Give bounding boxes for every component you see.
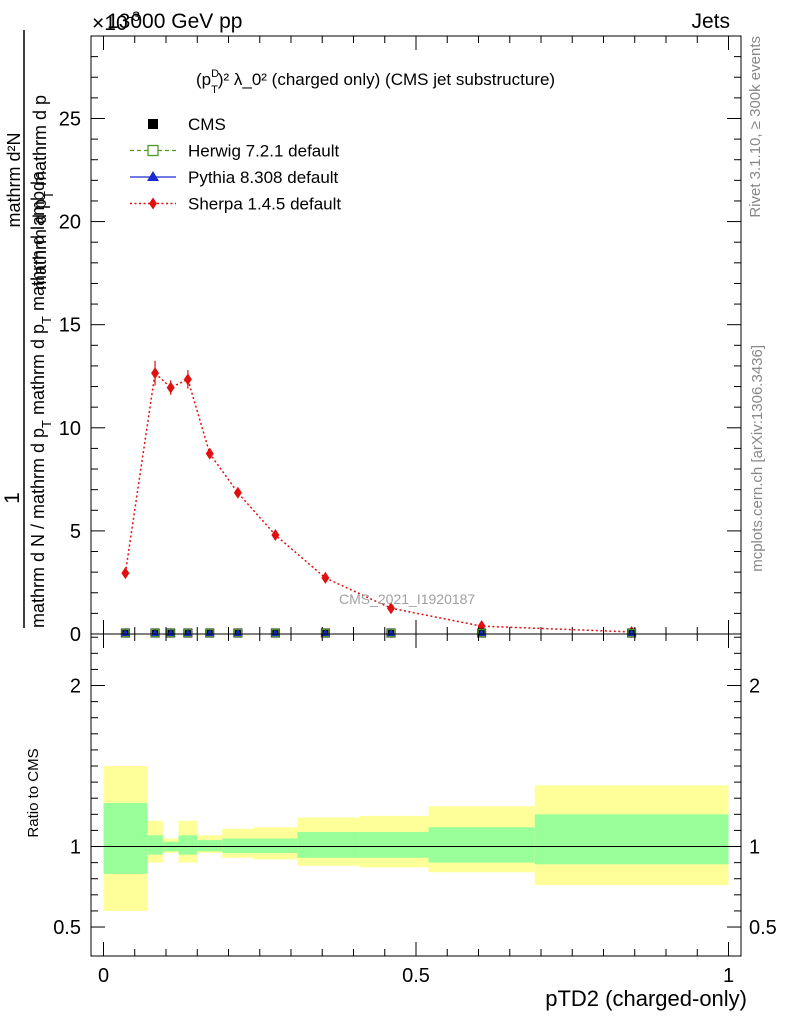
ratio-inner-band	[253, 838, 298, 853]
top-ytick-label: 15	[59, 315, 81, 337]
ratio-ytick-label-right: 2	[749, 676, 760, 698]
ylabel-denominator: mathrm d N / mathrm d pT mathrm d pT mat…	[28, 170, 54, 628]
ratio-ytick-label-right: 1	[749, 837, 760, 859]
top-ytick-label: 20	[59, 212, 81, 234]
top-panel: 0 5 10 15 20 25	[59, 35, 742, 646]
title-rest: )² λ_0² (charged only) (CMS jet substruc…	[218, 70, 555, 89]
ratio-ytick-label: 2	[70, 676, 81, 698]
sherpa-point	[321, 571, 330, 584]
legend-entry-label: Sherpa 1.4.5 default	[188, 195, 341, 214]
rivet-label: Rivet 3.1.10, ≥ 300k events	[747, 36, 764, 218]
sherpa-point	[205, 447, 214, 460]
legend: CMS Herwig 7.2.1 default Pythia 8.308 defa…	[130, 115, 341, 214]
exponent-value: -3	[128, 8, 141, 24]
ratio-inner-band	[428, 827, 535, 863]
legend-entry-label: CMS	[188, 115, 226, 134]
x-tick-label: 0.5	[402, 965, 430, 987]
exponent-label: ×10-3	[92, 8, 140, 35]
legend-marker-herwig	[147, 144, 159, 157]
ratio-inner-band	[103, 803, 148, 874]
sherpa-point	[233, 486, 242, 499]
ratio-inner-band	[222, 838, 254, 853]
ratio-ytick-label-right: 0.5	[749, 917, 777, 939]
ylabel-numerator: 1	[1, 492, 24, 504]
ratio-ytick-label: 0.5	[53, 917, 81, 939]
top-axes: 0 5 10 15 20 25	[59, 35, 741, 646]
ratio-inner-band	[197, 840, 223, 852]
legend-marker-pythia	[147, 171, 159, 181]
legend-entry-label: Pythia 8.308 default	[188, 168, 339, 187]
legend-marker-cms	[148, 119, 158, 129]
panel-title: (pD T)² λ_0² (charged only) (CMS jet subs…	[196, 68, 555, 96]
ylabel-den-sub1: T	[39, 420, 54, 428]
watermark: CMS_2021_I1920187	[339, 591, 475, 607]
category-label: Jets	[691, 10, 730, 33]
ratio-inner-band	[297, 832, 360, 858]
sherpa-point	[271, 529, 280, 542]
x-tick-labels: 0 0.5 1	[98, 965, 734, 987]
top-ylabel: 1 mathrm d N / mathrm d pT mathrm d pT m…	[1, 30, 56, 628]
ylabel-upper-denominator: mathrm d pT mathrm d p	[30, 95, 56, 290]
top-ytick-label: 10	[59, 418, 81, 440]
legend-marker-sherpa	[149, 197, 157, 210]
title-sub-t: T	[211, 84, 218, 96]
title-sup-d: D	[211, 68, 219, 80]
sherpa-point	[387, 602, 395, 615]
sherpa-point	[151, 367, 160, 380]
sherpa-point	[166, 381, 175, 394]
ylabel-up-sub1: T	[41, 191, 56, 199]
x-tick-label: 1	[723, 965, 734, 987]
ratio-inner-band	[359, 832, 429, 858]
top-series	[120, 360, 637, 638]
top-ytick-label: 0	[70, 624, 81, 646]
legend-entry-label: Herwig 7.2.1 default	[188, 142, 339, 161]
x-axis-label: pTD2 (charged-only)	[545, 986, 747, 1011]
ylabel-den-sub2: T	[39, 316, 54, 324]
top-ytick-label: 25	[59, 108, 81, 130]
ratio-inner-band	[534, 814, 729, 865]
sherpa-point	[121, 567, 130, 580]
ratio-inner-band	[178, 835, 198, 855]
ratio-bands	[91, 766, 741, 911]
ratio-ytick-label: 1	[70, 837, 81, 859]
ratio-inner-band	[147, 835, 163, 855]
top-ytick-label: 5	[70, 521, 81, 543]
ratio-panel: 0.5 0.5 1 1 2 2	[53, 633, 777, 957]
ylabel-upper-numerator: mathrm d²N	[4, 132, 24, 227]
x-tick-label: 0	[98, 965, 109, 987]
ratio-ylabel: Ratio to CMS	[25, 748, 42, 837]
mcplots-label: mcplots.cern.ch [arXiv:1306.3436]	[749, 345, 766, 572]
sherpa-line	[124, 371, 632, 633]
energy-label: 13000 GeV pp	[107, 10, 242, 33]
sherpa-point	[183, 373, 192, 386]
ratio-axes: 0.5 0.5 1 1 2 2	[53, 634, 777, 956]
